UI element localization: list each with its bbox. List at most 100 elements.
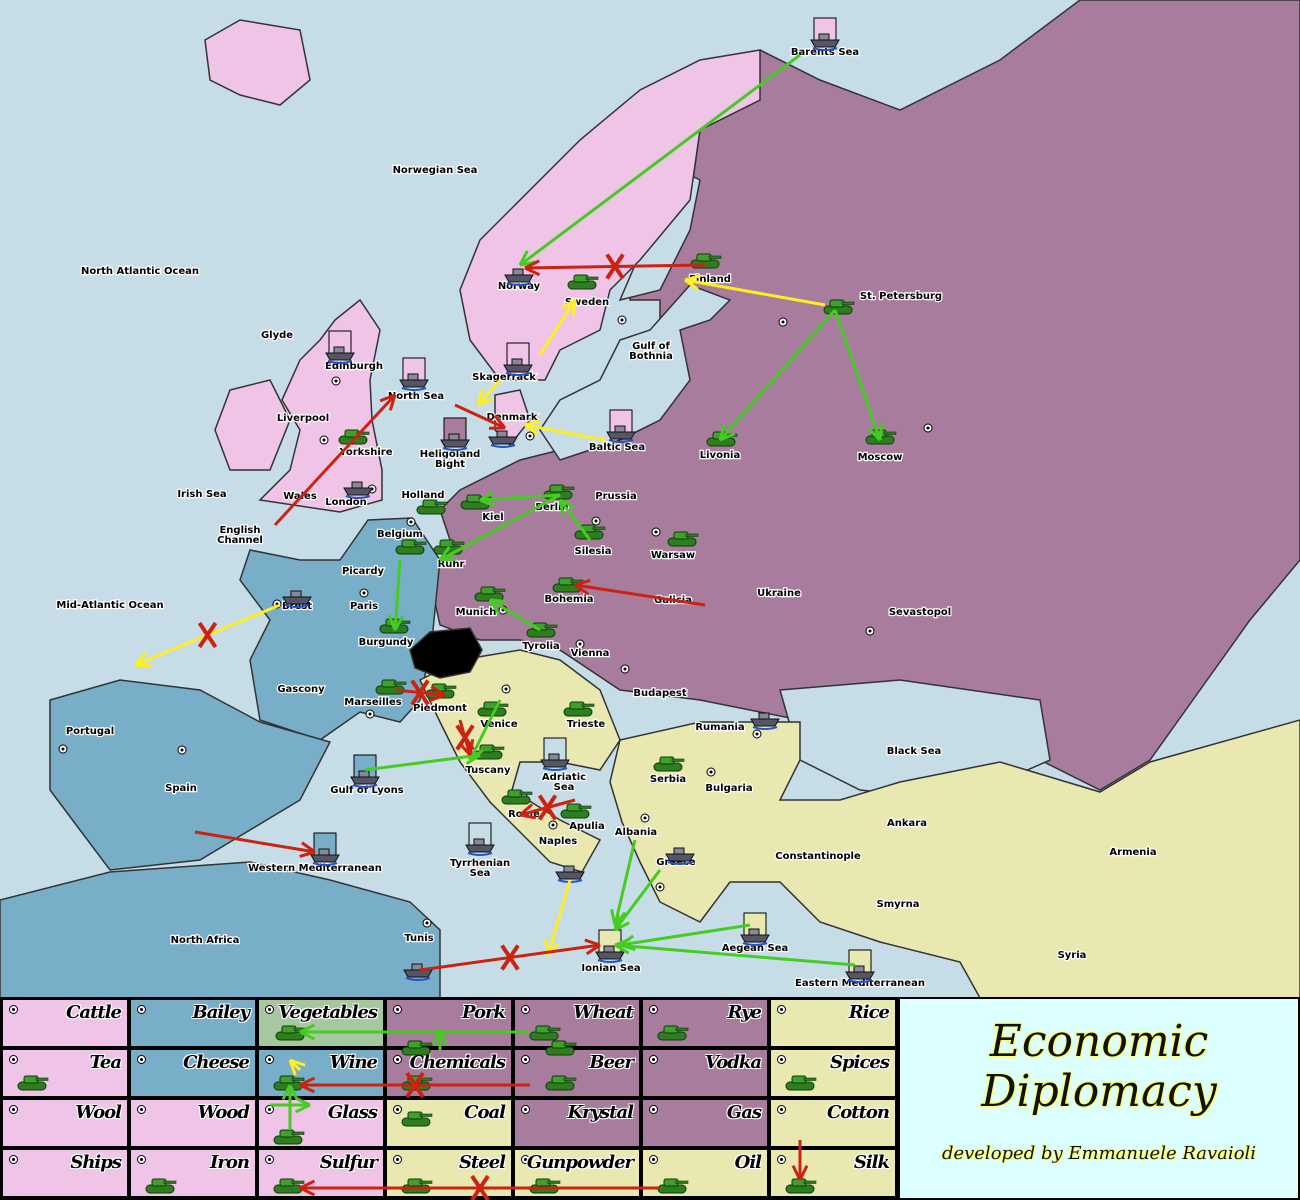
goods-cell-tea[interactable]: Tea xyxy=(2,1049,128,1097)
goods-name: Rye xyxy=(727,1002,762,1023)
region-north-africa[interactable] xyxy=(0,861,441,998)
region-label: Belgium xyxy=(377,529,423,540)
supply-center-icon xyxy=(777,1105,786,1114)
goods-cell-cotton[interactable]: Cotton xyxy=(770,1099,896,1147)
region-label: Sevastopol xyxy=(889,607,951,618)
region-label: Galicia xyxy=(654,595,692,606)
region-label: Gulf of Lyons xyxy=(330,785,403,796)
region-france[interactable] xyxy=(239,517,441,741)
region-label: Silesia xyxy=(575,546,612,557)
region-label: Piedmont xyxy=(413,703,467,714)
region-label: Bohemia xyxy=(545,594,594,605)
goods-name: Wood xyxy=(197,1102,250,1123)
region-italy[interactable] xyxy=(419,649,621,873)
region-label: Eastern Mediterranean xyxy=(795,978,925,989)
region-label: Rumania xyxy=(695,722,744,733)
goods-name: Chemicals xyxy=(409,1052,506,1073)
goods-cell-chemicals[interactable]: Chemicals xyxy=(386,1049,512,1097)
europe-map[interactable]: Barents Sea Norwegian Sea North Atlantic O… xyxy=(0,0,1300,998)
goods-cell-wine[interactable]: Wine xyxy=(258,1049,384,1097)
region-label: Rome xyxy=(508,809,540,820)
goods-name: Spices xyxy=(830,1052,890,1073)
goods-name: Iron xyxy=(210,1152,250,1173)
supply-center-icon xyxy=(521,1155,530,1164)
region-label: Warsaw xyxy=(651,550,695,561)
region-label: Tyrolia xyxy=(522,641,560,652)
goods-name: Steel xyxy=(458,1152,506,1173)
title-panel: Economic Diplomacy developed by Emmanuel… xyxy=(900,999,1298,1198)
region-label: Sea xyxy=(470,868,491,879)
goods-name: Wheat xyxy=(573,1002,634,1023)
goods-cell-cheese[interactable]: Cheese xyxy=(130,1049,256,1097)
region-label: Gulf of xyxy=(632,341,670,352)
goods-name: Cattle xyxy=(66,1002,122,1023)
region-label: Trieste xyxy=(567,719,606,730)
supply-center-icon xyxy=(9,1155,18,1164)
goods-cell-silk[interactable]: Silk xyxy=(770,1149,896,1197)
goods-cell-krystal[interactable]: Krystal xyxy=(514,1099,640,1147)
goods-cell-spices[interactable]: Spices xyxy=(770,1049,896,1097)
goods-cell-wheat[interactable]: Wheat xyxy=(514,999,640,1047)
region-ireland[interactable] xyxy=(214,379,291,471)
region-label: Heligoland xyxy=(420,449,481,460)
title-line-2: Diplomacy xyxy=(981,1066,1217,1117)
region-label: Holland xyxy=(401,490,444,501)
goods-cell-wool[interactable]: Wool xyxy=(2,1099,128,1147)
goods-name: Pork xyxy=(461,1002,506,1023)
goods-cell-cattle[interactable]: Cattle xyxy=(2,999,128,1047)
region-label: Berlin xyxy=(535,502,568,513)
goods-cell-rice[interactable]: Rice xyxy=(770,999,896,1047)
supply-center-icon xyxy=(137,1105,146,1114)
supply-center-icon xyxy=(9,1005,18,1014)
goods-name: Gas xyxy=(726,1102,762,1123)
goods-cell-oil[interactable]: Oil xyxy=(642,1149,768,1197)
goods-cell-gunpowder[interactable]: Gunpowder xyxy=(514,1149,640,1197)
goods-name: Beer xyxy=(589,1052,634,1073)
region-label: Liverpool xyxy=(277,413,329,424)
goods-cell-rye[interactable]: Rye xyxy=(642,999,768,1047)
supply-center-icon xyxy=(649,1105,658,1114)
region-label: Sea xyxy=(554,782,575,793)
region-label: Ukraine xyxy=(757,588,801,599)
goods-cell-ships[interactable]: Ships xyxy=(2,1149,128,1197)
goods-cell-iron[interactable]: Iron xyxy=(130,1149,256,1197)
region-label: North Sea xyxy=(388,391,444,402)
supply-center-icon xyxy=(9,1105,18,1114)
supply-center-icon xyxy=(777,1155,786,1164)
goods-cell-pork[interactable]: Pork xyxy=(386,999,512,1047)
goods-cell-sulfur[interactable]: Sulfur xyxy=(258,1149,384,1197)
goods-name: Glass xyxy=(327,1102,378,1123)
goods-cell-vodka[interactable]: Vodka xyxy=(642,1049,768,1097)
goods-cell-gas[interactable]: Gas xyxy=(642,1099,768,1147)
goods-cell-beer[interactable]: Beer xyxy=(514,1049,640,1097)
supply-center-icon xyxy=(649,1005,658,1014)
region-label: Mid-Atlantic Ocean xyxy=(56,600,163,611)
region-label: Naples xyxy=(539,836,577,847)
region-label: North Atlantic Ocean xyxy=(81,266,199,277)
supply-center-icon xyxy=(265,1055,274,1064)
goods-cell-steel[interactable]: Steel xyxy=(386,1149,512,1197)
goods-name: Oil xyxy=(734,1152,762,1173)
supply-center-icon xyxy=(521,1105,530,1114)
region-label: Finland xyxy=(689,274,731,285)
goods-name: Krystal xyxy=(567,1102,634,1123)
region-switzerland[interactable] xyxy=(409,627,483,679)
goods-cell-wood[interactable]: Wood xyxy=(130,1099,256,1147)
goods-cell-bailey[interactable]: Bailey xyxy=(130,999,256,1047)
region-label: Wales xyxy=(283,491,317,502)
region-iceland[interactable] xyxy=(204,19,311,106)
region-label: Vienna xyxy=(571,648,610,659)
goods-name: Wine xyxy=(329,1052,378,1073)
supply-center-icon xyxy=(393,1155,402,1164)
goods-cell-coal[interactable]: Coal xyxy=(386,1099,512,1147)
region-label: Paris xyxy=(350,601,378,612)
region-label: Kiel xyxy=(482,512,503,523)
goods-cell-vegetables[interactable]: Vegetables xyxy=(258,999,384,1047)
goods-name: Tea xyxy=(89,1052,122,1073)
goods-name: Vodka xyxy=(704,1052,762,1073)
region-label: Bight xyxy=(435,459,465,470)
region-spain[interactable] xyxy=(49,679,332,871)
goods-cell-glass[interactable]: Glass xyxy=(258,1099,384,1147)
supply-center-icon xyxy=(649,1155,658,1164)
goods-name: Rice xyxy=(848,1002,890,1023)
